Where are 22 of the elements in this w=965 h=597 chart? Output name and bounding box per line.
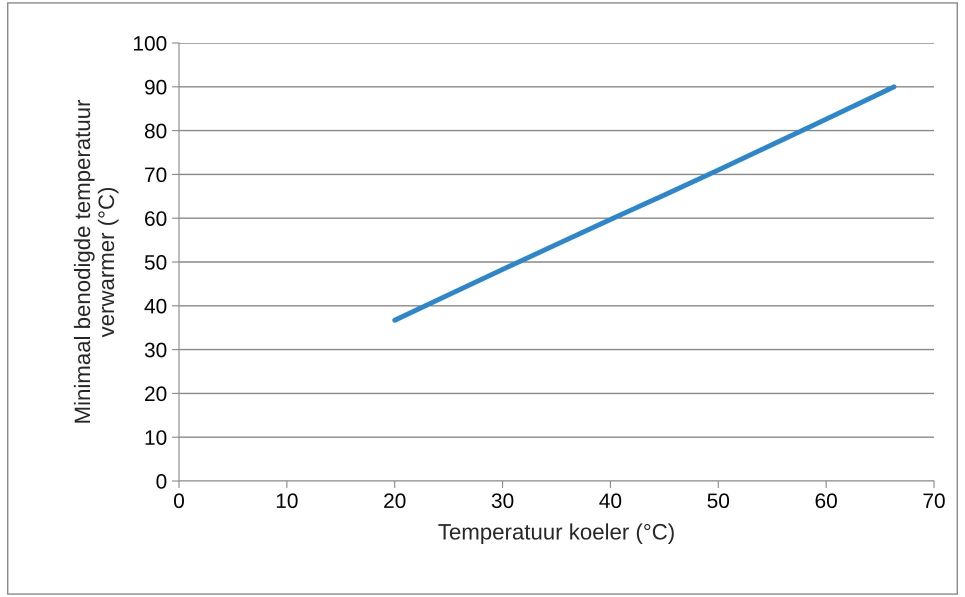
- y-tick-label: 10: [146, 430, 166, 445]
- y-tick-label: 100: [134, 36, 166, 51]
- x-tick-label: 10: [276, 493, 298, 508]
- y-tick-label: 30: [144, 342, 166, 358]
- y-tick-label: 0: [156, 474, 166, 489]
- y-tick-label: 90: [145, 80, 166, 95]
- y-tick-label: 60: [145, 211, 166, 226]
- x-tick-label: 0: [174, 493, 184, 508]
- x-tick-label: 40: [599, 493, 622, 508]
- line-series: [392, 84, 897, 323]
- y-tick-label: 50: [144, 255, 166, 270]
- x-tick-label: 50: [708, 493, 730, 508]
- y-tick-label: 20: [145, 386, 166, 402]
- x-tick-label: 30: [492, 493, 514, 508]
- x-tick-label: 70: [923, 493, 945, 508]
- y-tick-label: 40: [144, 298, 166, 314]
- y-tick-label: 80: [144, 124, 166, 138]
- x-axis-title: Temperatuur koeler (°C): [438, 523, 674, 544]
- y-tick-label: 70: [145, 167, 166, 182]
- x-tick-label: 60: [816, 493, 837, 508]
- x-tick-label: 20: [384, 493, 406, 508]
- y-axis-title: Minimaal benodigde temperatuur verwarmer (°C): [74, 100, 119, 423]
